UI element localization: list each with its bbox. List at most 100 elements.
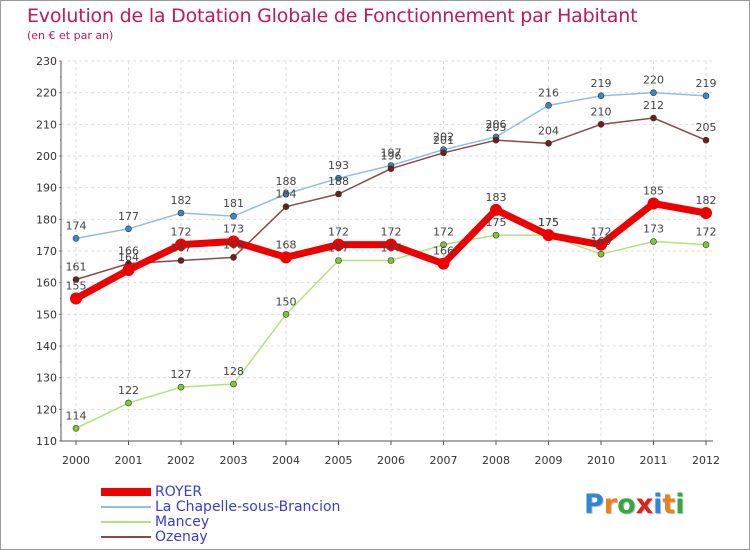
data-point	[597, 92, 605, 100]
data-label: 196	[381, 150, 402, 163]
data-label: 127	[171, 368, 192, 381]
legend-label: ROYER	[155, 484, 203, 500]
data-point	[490, 203, 502, 216]
x-tick-label: 2000	[62, 454, 90, 467]
data-point	[597, 121, 605, 128]
chart-subtitle: (en € et par an)	[27, 29, 114, 42]
data-label: 168	[223, 238, 244, 251]
y-tick-label: 190	[36, 182, 57, 195]
data-point	[177, 383, 185, 391]
data-label: 181	[223, 197, 244, 210]
data-label: 169	[591, 235, 612, 248]
data-point	[597, 250, 605, 258]
y-tick-label: 120	[36, 403, 57, 416]
data-label: 172	[696, 226, 717, 239]
x-tick-label: 2004	[272, 454, 300, 467]
data-label: 167	[328, 242, 349, 255]
data-label: 167	[171, 242, 192, 255]
data-label: 164	[118, 251, 139, 264]
data-label: 216	[538, 86, 559, 99]
data-point	[335, 174, 342, 182]
data-label: 167	[381, 242, 402, 255]
data-label: 172	[171, 226, 192, 239]
data-label: 188	[276, 175, 297, 188]
data-point	[332, 238, 345, 251]
y-tick-label: 180	[36, 213, 57, 226]
data-point	[650, 89, 657, 96]
x-tick-label: 2005	[325, 454, 353, 467]
legend-label: Mancey	[155, 514, 210, 530]
data-point	[227, 235, 240, 248]
data-label: 184	[276, 188, 297, 201]
data-point	[387, 165, 395, 172]
y-tick-label: 110	[36, 435, 57, 448]
logo-letter: t	[662, 489, 676, 520]
data-label: 182	[171, 194, 192, 207]
legend-swatch	[101, 521, 151, 523]
data-label: 188	[328, 175, 349, 188]
data-label: 122	[118, 384, 139, 397]
data-point	[177, 209, 185, 217]
data-label: 150	[276, 295, 297, 308]
data-label: 212	[643, 99, 664, 112]
data-label: 220	[643, 74, 664, 87]
data-label: 174	[66, 219, 87, 232]
data-point	[177, 257, 185, 264]
data-label: 161	[66, 261, 87, 274]
legend-swatch	[101, 488, 151, 496]
legend-swatch	[101, 506, 151, 508]
data-label: 155	[66, 280, 87, 293]
legend-label: Ozenay	[155, 529, 208, 545]
x-tick-label: 2006	[377, 454, 405, 467]
data-point	[280, 251, 292, 264]
data-point	[230, 212, 237, 220]
logo-letter: o	[617, 489, 636, 520]
data-point	[440, 241, 447, 248]
data-label: 197	[381, 147, 402, 160]
data-label: 185	[643, 185, 664, 198]
x-tick-label: 2002	[167, 454, 195, 467]
logo-letter: i	[653, 489, 663, 520]
data-label: 166	[433, 245, 454, 258]
data-point	[650, 114, 657, 122]
axis-layer: 110 120 130 140 150 160 170 180 190 200 210 220 230 2…	[36, 55, 720, 467]
data-point	[175, 238, 187, 251]
data-point	[72, 235, 80, 242]
data-point	[282, 203, 290, 210]
x-tick-label: 2010	[587, 454, 615, 467]
data-label: 128	[223, 365, 244, 378]
data-point	[542, 229, 555, 242]
data-label: 173	[643, 223, 664, 236]
data-point	[125, 399, 132, 407]
x-tick-label: 2012	[692, 454, 720, 467]
y-tick-label: 160	[36, 277, 57, 290]
data-label: 182	[696, 194, 717, 207]
data-label: 173	[223, 223, 244, 236]
data-point	[122, 264, 135, 276]
y-tick-label: 150	[36, 308, 57, 321]
data-point	[335, 190, 342, 198]
y-tick-label: 130	[36, 372, 57, 385]
data-point	[70, 292, 82, 305]
data-point	[230, 254, 237, 261]
data-label: 172	[381, 226, 402, 239]
series-layer	[70, 89, 712, 432]
data-point	[702, 92, 710, 100]
data-label: 175	[538, 216, 559, 229]
data-label: 219	[591, 77, 612, 90]
data-point	[385, 238, 397, 251]
legend-label: La Chapelle-sous-Brancion	[155, 499, 341, 515]
data-label: 177	[118, 210, 139, 223]
data-label: 204	[538, 124, 559, 137]
x-tick-label: 2001	[115, 454, 143, 467]
data-label: 172	[591, 226, 612, 239]
y-tick-label: 140	[36, 340, 57, 353]
data-point	[545, 140, 552, 147]
y-tick-label: 200	[36, 150, 57, 163]
x-tick-label: 2008	[482, 454, 510, 467]
data-label: 166	[118, 245, 139, 258]
data-point	[72, 276, 80, 283]
data-point	[650, 238, 657, 245]
